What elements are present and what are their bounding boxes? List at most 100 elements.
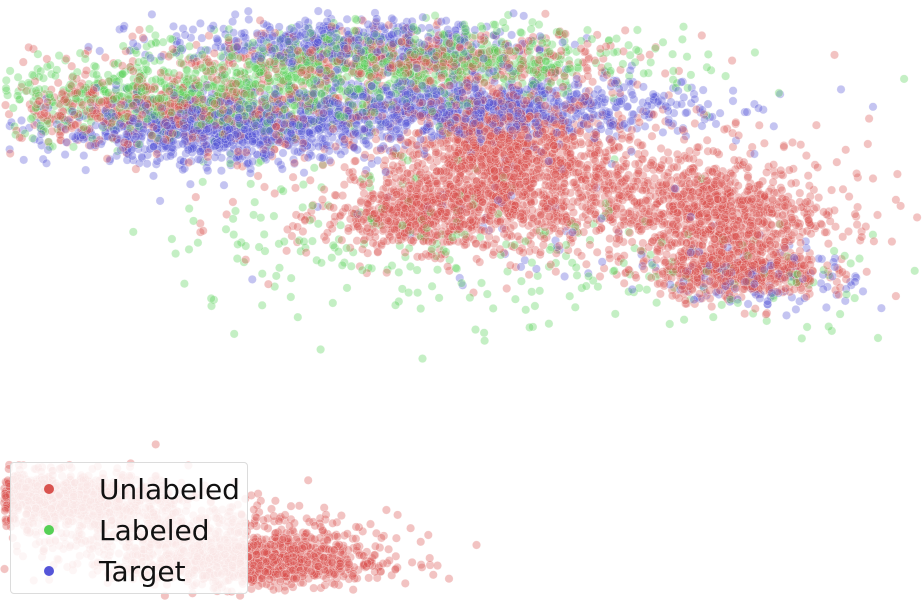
point-labeled [193,238,203,248]
point-labeled [433,265,442,275]
point-labeled [682,52,692,62]
point-unlabeled [873,210,882,220]
point-labeled [307,236,317,246]
point-labeled [286,292,296,302]
point-unlabeled [351,534,361,544]
point-target [155,196,165,206]
point-unlabeled [801,151,811,161]
point-unlabeled [829,205,839,215]
point-labeled [721,71,731,81]
point-unlabeled [841,145,851,155]
point-labeled [394,267,404,277]
point-unlabeled [0,564,9,574]
point-labeled [184,204,194,214]
point-target [876,303,886,313]
point-unlabeled [844,192,854,202]
point-labeled [583,25,592,35]
point-unlabeled [319,185,329,194]
point-target [273,157,283,167]
point-unlabeled [861,222,871,232]
point-unlabeled [291,183,300,193]
point-unlabeled [505,260,515,270]
point-target [782,310,791,320]
point-labeled [850,293,860,303]
point-labeled [44,137,54,147]
point-unlabeled [759,138,769,148]
point-unlabeled [868,174,878,183]
point-unlabeled [707,302,717,312]
point-unlabeled [838,184,848,194]
point-target [743,299,753,309]
point-labeled [5,66,15,76]
point-unlabeled [502,284,512,293]
point-labeled [171,249,181,259]
point-target [61,137,71,147]
point-labeled [327,253,337,263]
point-labeled [530,301,540,311]
point-labeled [551,258,561,268]
point-target [147,9,157,19]
point-unlabeled [381,505,391,515]
point-unlabeled [864,114,874,124]
point-unlabeled [364,573,374,583]
point-unlabeled [337,235,347,245]
point-unlabeled [740,309,750,319]
point-unlabeled [384,544,394,554]
point-target [219,180,229,190]
point-target [836,84,846,94]
point-unlabeled [67,61,77,71]
point-unlabeled [407,557,417,567]
point-target [278,148,288,158]
point-unlabeled [416,537,426,547]
point-labeled [482,289,492,299]
point-unlabeled [595,272,605,281]
point-labeled [259,229,269,239]
point-unlabeled [625,228,635,238]
point-labeled [835,309,845,319]
point-labeled [342,283,352,293]
point-labeled [703,49,713,59]
point-labeled [652,298,662,308]
point-unlabeled [830,50,839,60]
point-labeled [413,288,423,298]
point-labeled [873,333,883,343]
point-target [185,179,195,189]
point-unlabeled [472,540,481,550]
point-unlabeled [321,235,331,245]
point-unlabeled [637,140,647,150]
point-labeled [427,281,437,291]
point-labeled [479,328,489,338]
point-unlabeled [795,188,805,198]
point-labeled [750,48,760,57]
point-unlabeled [18,57,28,67]
point-labeled [416,304,426,314]
point-unlabeled [825,216,835,226]
point-target [323,8,333,18]
point-labeled [572,270,582,280]
point-target [698,85,708,95]
point-labeled [855,254,864,264]
point-labeled [128,227,138,237]
point-target [60,150,70,160]
point-target [216,166,226,176]
point-target [821,303,831,312]
point-unlabeled [366,519,375,529]
point-target [237,29,247,39]
point-unlabeled [288,172,298,182]
point-unlabeled [827,185,837,195]
point-unlabeled [729,155,739,165]
point-unlabeled [679,135,689,145]
point-unlabeled [832,157,842,167]
point-unlabeled [660,69,670,78]
point-unlabeled [892,169,902,179]
point-unlabeled [655,289,665,299]
point-target [142,159,152,169]
point-unlabeled [417,562,427,572]
point-labeled [150,30,160,40]
point-labeled [465,293,475,303]
point-unlabeled [343,226,353,236]
point-labeled [257,269,267,279]
point-unlabeled [280,510,290,520]
point-labeled [328,298,338,308]
